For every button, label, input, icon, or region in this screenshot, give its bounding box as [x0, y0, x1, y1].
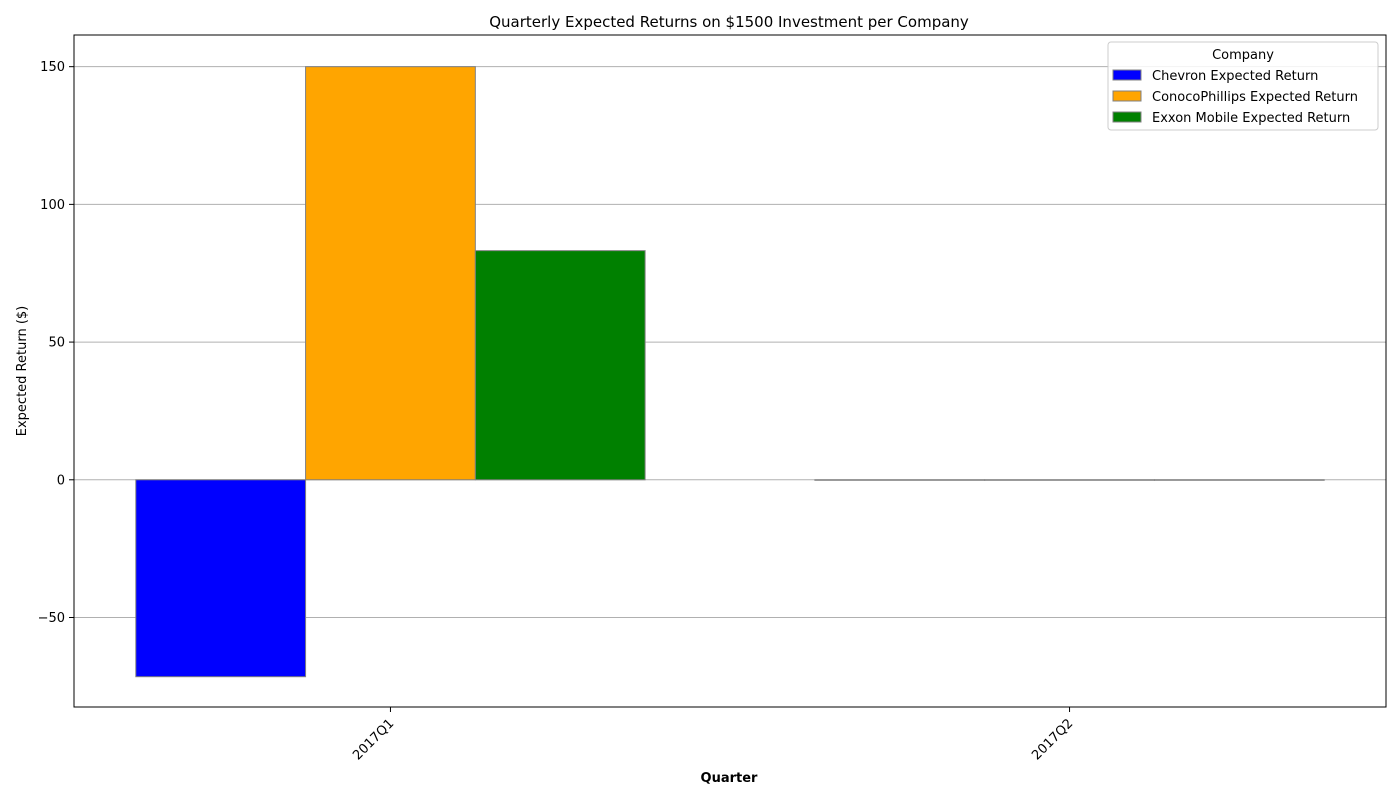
legend-swatch	[1112, 111, 1142, 123]
bars	[135, 66, 1325, 678]
y-tick-label: −50	[38, 611, 65, 626]
legend-entry-label: Exxon Mobile Expected Return	[1152, 111, 1350, 126]
x-tick-label: 2017Q2	[1029, 716, 1076, 763]
bar-exxon-mobile-expected-return-2017q1	[474, 250, 646, 481]
x-tick-label: 2017Q1	[350, 716, 397, 763]
legend-title: Company	[1212, 48, 1274, 63]
bar-conocophillips-expected-return-2017q2	[984, 479, 1155, 481]
legend-swatch	[1112, 90, 1142, 102]
y-tick-label: 150	[40, 60, 65, 75]
x-axis-label: Quarter	[701, 771, 759, 786]
plot-frame	[73, 34, 1387, 708]
y-tick-label: 0	[57, 473, 65, 488]
bar-chevron-expected-return-2017q1	[135, 479, 307, 678]
legend: Company Chevron Expected Return ConocoPhil…	[1107, 41, 1379, 131]
y-tick-label: 50	[48, 336, 65, 351]
y-tick-label: 100	[40, 198, 65, 213]
y-axis-label: Expected Return ($)	[15, 306, 30, 436]
bar-chevron-expected-return-2017q2	[814, 479, 986, 481]
legend-entry-label: Chevron Expected Return	[1152, 69, 1318, 84]
legend-box	[1107, 41, 1379, 131]
bar-exxon-mobile-expected-return-2017q2	[1153, 479, 1325, 481]
legend-swatch	[1112, 69, 1142, 81]
bar-conocophillips-expected-return-2017q1	[305, 66, 476, 481]
legend-entry-label: ConocoPhillips Expected Return	[1152, 90, 1358, 105]
chart-title: Quarterly Expected Returns on $1500 Inve…	[489, 13, 969, 31]
